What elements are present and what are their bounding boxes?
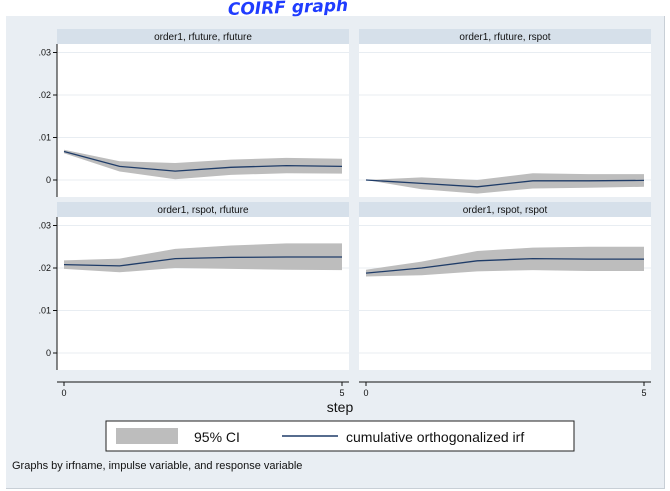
panel: order1, rspot, rspot 0 5 [359,202,651,398]
irf-line [365,179,645,188]
y-tick-label: .02 [38,90,51,100]
plot-area [359,217,651,370]
y-tick-label: 0 [46,175,51,185]
irf-line [63,150,343,172]
y-tick-label: .03 [38,221,51,231]
panel: order1, rfuture, rspot [359,29,651,197]
irf-line [365,257,644,274]
legend-box [105,420,575,452]
legend: 95% CI cumulative orthogonalized irf [105,420,575,452]
panel-header [359,202,651,217]
ci-band [366,246,644,277]
x-tick-label: 5 [339,388,344,398]
plot-area [359,44,651,197]
panel-header [57,202,349,217]
handwritten-annotation-text: COIRF graph [228,0,349,20]
handwritten-annotation: COIRF graph [228,0,349,20]
ci-band [64,149,342,180]
legend-swatch-ci [116,428,178,444]
legend-label-ci: 95% CI [194,429,240,445]
legend-label-irf: cumulative orthogonalized irf [346,429,524,445]
panel-title: order1, rfuture, rfuture [154,32,252,43]
panel-title: order1, rspot, rspot [463,205,548,216]
panel: order1, rspot, rfuture 0 .01 .02 .03 0 5 [38,202,349,398]
y-tick-label: .03 [38,48,51,58]
panel-title: order1, rfuture, rspot [459,32,550,43]
panel-header [57,29,349,44]
x-tick-label: 0 [363,388,368,398]
panel: order1, rfuture, rfuture 0 .01 .02 .03 [38,29,349,197]
panel-header [359,29,651,44]
y-tick-label: .01 [38,306,51,316]
irf-line [63,256,342,267]
graph-note: Graphs by irfname, impulse variable, and… [12,460,302,472]
panels-layer: order1, rfuture, rfuture0.01.02.03order1… [38,29,651,398]
y-tick-label: .01 [38,133,51,143]
plot-area [57,217,349,370]
x-axis-title: step [327,399,354,415]
x-tick-label: 5 [641,388,646,398]
y-tick-label: 0 [46,348,51,358]
y-tick-label: .02 [38,263,51,273]
panel-title: order1, rspot, rfuture [157,205,249,216]
x-tick-label: 0 [61,388,66,398]
